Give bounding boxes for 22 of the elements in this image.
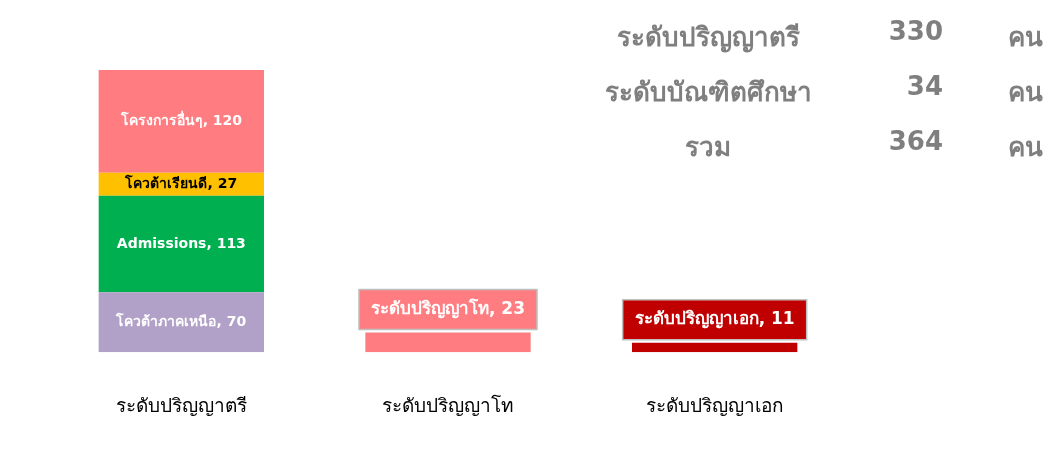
text: 364	[887, 126, 943, 158]
x-tick-label: ระดับปริญญาตรี	[115, 393, 247, 417]
data-label: Admissions, 113	[116, 234, 246, 251]
text: คน	[1007, 131, 1043, 164]
text: คน	[1007, 76, 1043, 109]
data-label: ระดับปริญญาเอก, 11	[634, 308, 795, 330]
x-tick-label: ระดับปริญญาเอก	[645, 393, 784, 417]
data-label: ระดับปริญญาโท, 23	[370, 297, 526, 319]
annotation: รวม	[684, 131, 732, 164]
annotation: ระดับบัณฑิตศึกษา	[603, 76, 813, 109]
bar	[98, 70, 264, 173]
data-label: โควต้าภาคเหนือ, 70	[115, 311, 247, 329]
data-label: โควต้าเรียนดี, 27	[124, 173, 238, 191]
text: ระดับปริญญาตรี	[615, 21, 801, 55]
bar	[98, 292, 264, 353]
bar	[632, 342, 798, 353]
data-label: โครงการอื่นๆ, 120	[119, 110, 243, 129]
x-tick-label: ระดับปริญญาโท	[382, 393, 514, 417]
text: 34	[905, 71, 943, 103]
bar	[98, 195, 264, 293]
text: 330	[887, 16, 943, 48]
text: คน	[1007, 21, 1043, 54]
